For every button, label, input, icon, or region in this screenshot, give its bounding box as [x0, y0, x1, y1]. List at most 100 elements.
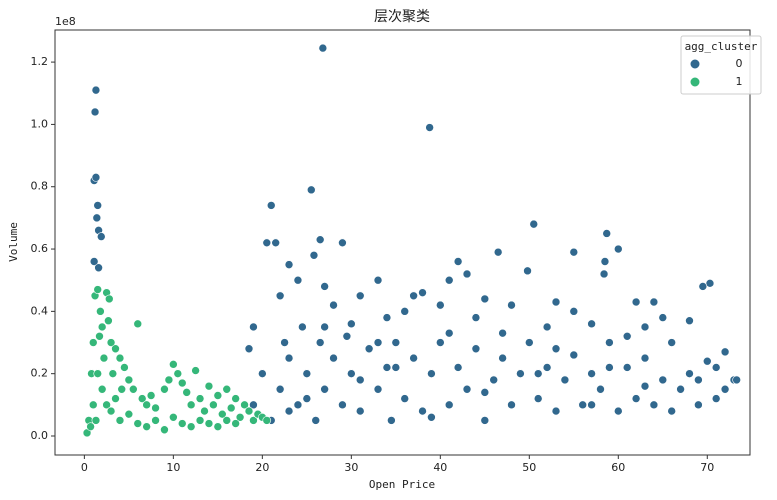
- scatter-point: [186, 422, 196, 431]
- scatter-point: [444, 275, 454, 285]
- legend-title: agg_cluster: [685, 40, 758, 53]
- scatter-point: [182, 388, 192, 397]
- scatter-point: [418, 288, 427, 297]
- scatter-point: [262, 416, 272, 425]
- scatter-point: [338, 238, 347, 248]
- plot-frame: [54, 29, 751, 456]
- scatter-point: [605, 338, 614, 347]
- scatter-point: [409, 291, 418, 301]
- scatter-point: [355, 375, 365, 385]
- scatter-point: [306, 185, 316, 195]
- scatter-point: [164, 375, 174, 385]
- scatter-point: [400, 394, 410, 403]
- scatter-point: [391, 338, 401, 347]
- y-offset-label: 1e8: [55, 15, 76, 28]
- scatter-point: [93, 201, 103, 210]
- legend-box: [680, 35, 762, 95]
- scatter-point: [137, 394, 147, 403]
- scatter-point: [244, 406, 254, 416]
- scatter-point: [711, 394, 721, 403]
- scatter-point: [640, 322, 650, 332]
- scatter-point: [453, 257, 463, 266]
- y-tick-label: 0.6: [31, 242, 49, 255]
- y-tick-label: 0.4: [31, 304, 49, 317]
- scatter-point: [213, 422, 223, 431]
- scatter-point: [231, 419, 240, 428]
- scatter-point: [262, 238, 272, 248]
- scatter-point: [338, 400, 347, 410]
- scatter-point: [560, 375, 570, 385]
- scatter-point: [551, 344, 561, 354]
- scatter-point: [462, 384, 472, 394]
- scatter-point: [355, 406, 365, 416]
- scatter-point: [533, 394, 543, 403]
- scatter-point: [89, 257, 99, 266]
- scatter-point: [186, 400, 196, 410]
- legend-marker: [689, 76, 701, 88]
- scatter-point: [523, 266, 532, 276]
- scatter-point: [169, 412, 178, 422]
- scatter-point: [347, 369, 356, 378]
- scatter-point: [151, 403, 160, 413]
- scatter-point: [142, 400, 151, 410]
- x-tick-label: 0: [81, 461, 88, 474]
- scatter-point: [471, 344, 481, 354]
- scatter-point: [102, 400, 111, 410]
- scatter-point: [97, 322, 107, 332]
- scatter-point: [329, 353, 338, 363]
- x-tick-label: 60: [611, 461, 625, 474]
- x-tick-label: 10: [166, 461, 180, 474]
- scatter-point: [658, 313, 668, 322]
- scatter-point: [587, 369, 596, 378]
- scatter-point: [694, 375, 703, 385]
- scatter-point: [151, 416, 160, 425]
- scatter-point: [529, 219, 539, 229]
- scatter-point: [382, 313, 392, 322]
- scatter-point: [489, 375, 499, 385]
- scatter-point: [104, 316, 113, 326]
- scatter-point: [569, 307, 579, 316]
- scatter-point: [542, 322, 552, 332]
- legend-label: 1: [736, 75, 743, 88]
- x-tick-label: 30: [344, 461, 358, 474]
- scatter-point: [613, 244, 623, 254]
- scatter-point: [640, 353, 650, 363]
- scatter-point: [382, 363, 392, 372]
- scatter-point: [226, 403, 236, 413]
- scatter-point: [266, 201, 276, 210]
- scatter-point: [315, 338, 325, 347]
- y-tick-label: 1.2: [31, 55, 49, 68]
- scatter-point: [587, 400, 596, 410]
- scatter-point: [355, 291, 365, 301]
- scatter-point: [111, 344, 120, 354]
- scatter-point: [600, 257, 610, 266]
- scatter-point: [602, 229, 612, 238]
- scatter-point: [115, 416, 125, 425]
- scatter-point: [94, 263, 103, 273]
- scatter-point: [120, 363, 129, 372]
- scatter-point: [93, 285, 103, 294]
- scatter-point: [578, 400, 588, 410]
- scatter-point: [115, 353, 125, 363]
- scatter-point: [705, 279, 715, 288]
- scatter-point: [88, 400, 98, 410]
- x-axis-label: Open Price: [369, 478, 435, 491]
- scatter-point: [320, 282, 329, 291]
- scatter-point: [160, 384, 169, 394]
- scatter-point: [551, 406, 561, 416]
- scatter-point: [387, 416, 396, 425]
- scatter-point: [235, 412, 245, 422]
- scatter-point: [525, 338, 534, 347]
- scatter-point: [249, 322, 258, 332]
- scatter-point: [91, 173, 101, 182]
- scatter-point: [569, 350, 579, 360]
- y-axis-label: Volume: [7, 222, 20, 262]
- scatter-point: [213, 391, 223, 400]
- scatter-point: [444, 328, 454, 338]
- scatter-point: [177, 378, 187, 388]
- scatter-point: [309, 250, 319, 260]
- scatter-point: [92, 213, 102, 223]
- scatter-point: [480, 416, 490, 425]
